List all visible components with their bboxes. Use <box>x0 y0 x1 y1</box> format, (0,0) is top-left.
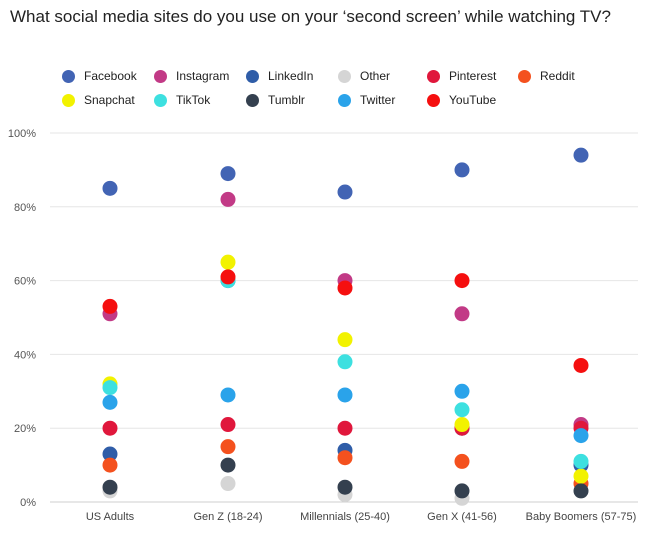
legend-item-snapchat: Snapchat <box>62 91 135 109</box>
legend-label: Snapchat <box>84 93 135 107</box>
legend-label: Reddit <box>540 69 575 83</box>
data-point-tumblr <box>220 457 236 473</box>
legend-item-reddit: Reddit <box>518 67 575 85</box>
legend-label: Instagram <box>176 69 230 83</box>
legend-label: Tumblr <box>268 93 305 107</box>
data-point-twitter <box>573 428 589 444</box>
legend-label: Other <box>360 69 391 83</box>
data-point-youtube <box>454 273 470 289</box>
legend-swatch <box>62 93 75 107</box>
legend-item-tumblr: Tumblr <box>246 91 305 109</box>
data-point-youtube <box>337 280 353 296</box>
data-point-instagram <box>220 191 236 207</box>
chart-title: What social media sites do you use on yo… <box>10 7 611 26</box>
x-tick-label: US Adults <box>86 511 135 523</box>
legend-swatch <box>338 93 351 107</box>
y-tick-label: 40% <box>14 349 36 361</box>
legend-swatch <box>62 69 75 83</box>
data-point-tiktok <box>454 402 470 418</box>
legend-label: YouTube <box>449 93 497 107</box>
data-point-tiktok <box>573 453 589 469</box>
legend-swatch <box>246 93 259 107</box>
data-point-youtube <box>220 269 236 285</box>
data-point-reddit <box>337 450 353 466</box>
legend-item-youtube: YouTube <box>427 91 496 109</box>
x-tick-label: Gen X (41-56) <box>427 511 497 523</box>
y-tick-label: 0% <box>20 497 36 509</box>
legend-swatch <box>246 69 259 83</box>
legend-label: Twitter <box>360 93 396 107</box>
data-point-youtube <box>102 298 118 314</box>
data-point-tiktok <box>102 380 118 396</box>
data-point-twitter <box>454 383 470 399</box>
data-point-reddit <box>454 453 470 469</box>
data-point-facebook <box>573 147 589 163</box>
data-point-twitter <box>220 387 236 403</box>
y-tick-label: 80% <box>14 202 36 214</box>
data-point-snapchat <box>454 417 470 433</box>
data-point-snapchat <box>337 332 353 348</box>
y-tick-label: 20% <box>14 423 36 435</box>
legend-label: Facebook <box>84 69 137 83</box>
x-tick-label: Millennials (25-40) <box>300 511 390 523</box>
data-point-reddit <box>220 439 236 455</box>
x-tick-label: Baby Boomers (57-75) <box>526 511 637 523</box>
legend-item-tiktok: TikTok <box>154 91 210 109</box>
legend-item-linkedin: LinkedIn <box>246 67 313 85</box>
data-point-other <box>220 476 236 492</box>
data-point-facebook <box>102 180 118 196</box>
y-tick-label: 100% <box>8 128 36 140</box>
legend-label: LinkedIn <box>268 69 314 83</box>
legend-item-instagram: Instagram <box>154 67 229 85</box>
legend-swatch <box>427 93 440 107</box>
x-tick-label: Gen Z (18-24) <box>193 511 262 523</box>
legend-item-facebook: Facebook <box>62 67 137 85</box>
data-point-snapchat <box>573 468 589 484</box>
data-point-pinterest <box>337 420 353 436</box>
data-point-twitter <box>102 394 118 410</box>
legend-swatch <box>518 69 531 83</box>
data-point-youtube <box>573 357 589 373</box>
legend-item-twitter: Twitter <box>338 91 395 109</box>
legend-swatch <box>154 69 167 83</box>
data-point-tiktok <box>337 354 353 370</box>
data-point-reddit <box>102 457 118 473</box>
legend-item-other: Other <box>338 67 390 85</box>
data-point-pinterest <box>102 420 118 436</box>
data-point-tumblr <box>454 483 470 499</box>
legend-swatch <box>154 93 167 107</box>
data-point-linkedin <box>102 446 118 462</box>
data-point-facebook <box>220 166 236 182</box>
legend-swatch <box>427 69 440 83</box>
data-point-tumblr <box>102 479 118 495</box>
legend-item-pinterest: Pinterest <box>427 67 496 85</box>
data-point-pinterest <box>220 417 236 433</box>
data-point-snapchat <box>220 254 236 270</box>
legend-label: TikTok <box>176 93 211 107</box>
data-point-twitter <box>337 387 353 403</box>
data-point-tumblr <box>337 479 353 495</box>
data-point-facebook <box>337 184 353 200</box>
legend-swatch <box>338 69 351 83</box>
data-point-facebook <box>454 162 470 178</box>
y-tick-label: 60% <box>14 276 36 288</box>
data-point-tumblr <box>573 483 589 499</box>
legend-label: Pinterest <box>449 69 497 83</box>
data-point-instagram <box>454 306 470 322</box>
